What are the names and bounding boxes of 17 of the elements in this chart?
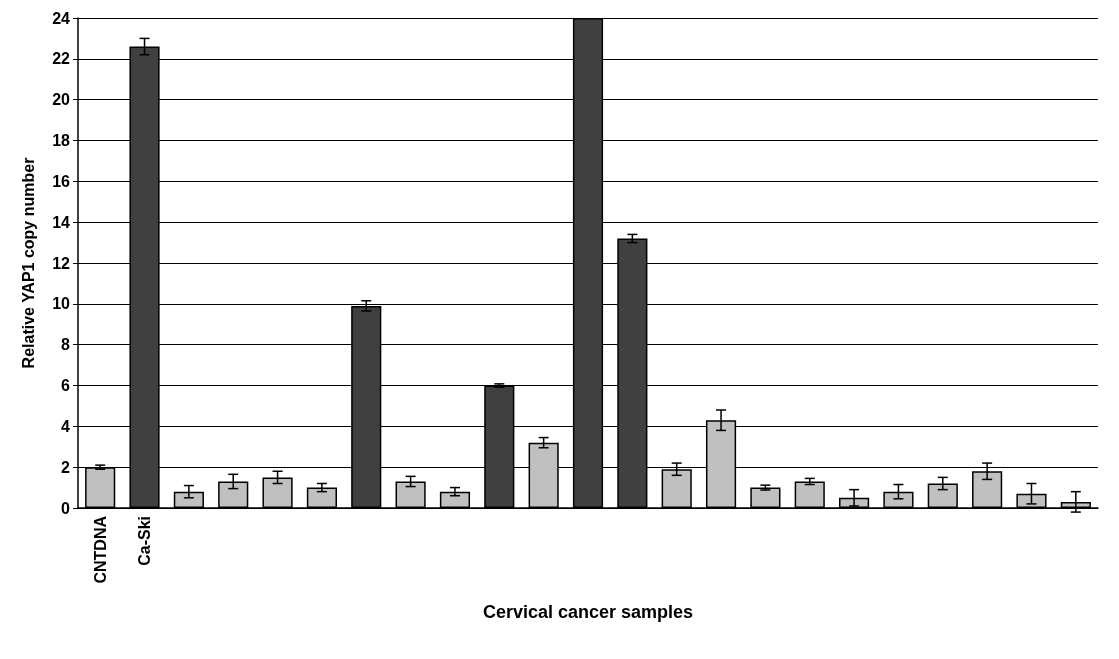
y-tick-label: 0	[61, 499, 71, 517]
y-tick-label: 6	[61, 377, 71, 394]
y-axis-title: Relative YAP1 copy number	[19, 157, 37, 369]
y-tick-label: 18	[52, 132, 71, 149]
y-tick-label: 12	[52, 254, 71, 272]
y-tick-label: 16	[52, 172, 71, 190]
y-tick-label: 22	[52, 50, 71, 68]
x-tick-label: Ca-Ski	[136, 516, 154, 566]
y-tick-label: 20	[52, 91, 71, 109]
x-axis-title: Cervical cancer samples	[482, 602, 694, 622]
y-tick-label: 10	[52, 295, 71, 313]
y-tick-label: 24	[52, 9, 71, 27]
y-tick-label: 8	[61, 336, 71, 354]
y-tick-label: 14	[52, 213, 71, 231]
y-tick-label: 4	[61, 417, 71, 435]
y-tick-label: 2	[61, 458, 71, 476]
x-tick-label: CNTDNA	[91, 515, 109, 584]
